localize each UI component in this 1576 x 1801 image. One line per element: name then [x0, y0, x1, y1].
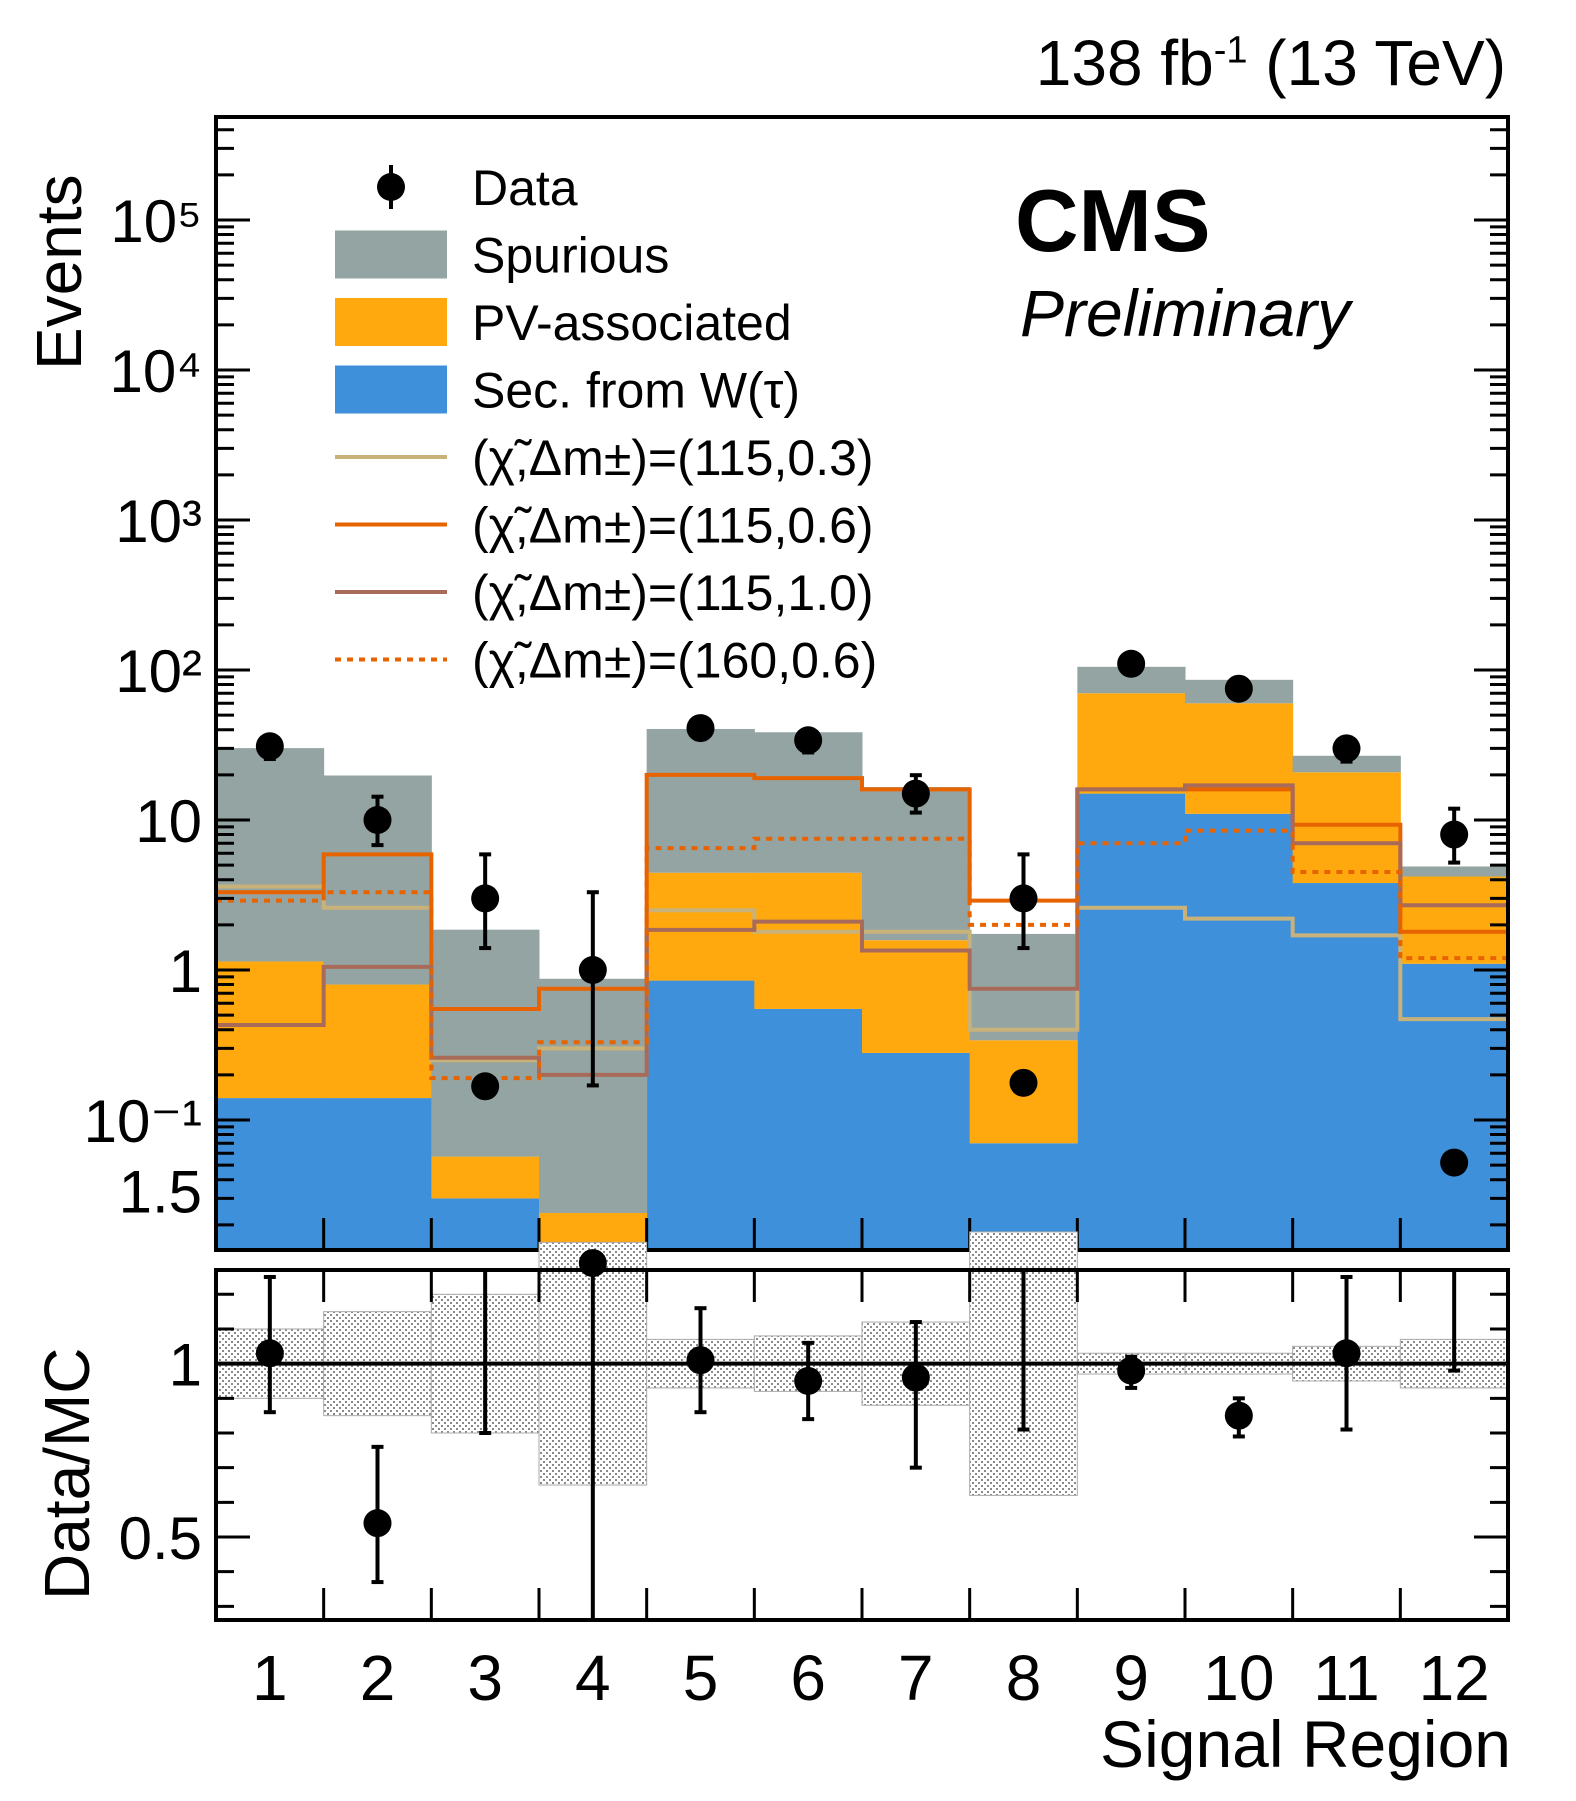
y-tick-label: 10²	[115, 638, 202, 705]
data-point	[901, 779, 930, 808]
ratio-point	[578, 1249, 607, 1278]
stack-bar	[1185, 813, 1294, 1250]
stack-bar	[1292, 883, 1401, 1250]
data-point	[794, 726, 823, 755]
ratio-point	[1332, 1339, 1361, 1368]
y-tick-label: 10⁵	[110, 188, 202, 255]
stack-bar	[754, 732, 863, 873]
ratio-point	[363, 1509, 392, 1538]
data-point	[471, 884, 500, 913]
x-tick-label: 8	[1006, 1642, 1042, 1714]
data-point	[363, 806, 392, 834]
x-tick-label: 5	[683, 1642, 719, 1714]
legend-label: (χ̃,Δm±)=(160,0.6)	[472, 633, 877, 689]
stack-bar	[216, 1098, 325, 1250]
stack-bar	[431, 1156, 540, 1199]
y-axis-title: Events	[23, 174, 95, 370]
ratio-y-tick-label: 1.5	[119, 1158, 202, 1225]
stack-bar	[1077, 693, 1186, 794]
stack-bar	[431, 1198, 540, 1250]
ratio-y-axis-title: Data/MC	[31, 1347, 103, 1601]
stack-bar	[323, 984, 432, 1099]
data-point	[1332, 734, 1361, 763]
y-tick-label: 10	[135, 788, 202, 855]
y-tick-label: 10⁴	[109, 338, 202, 405]
luminosity-label: 138 fb-1 (13 TeV)	[1035, 27, 1506, 99]
legend-label: (χ̃,Δm±)=(115,1.0)	[472, 565, 874, 621]
x-tick-label: 6	[790, 1642, 826, 1714]
experiment-label: CMS	[1015, 171, 1211, 270]
main-panel: 10⁻¹ 1 10 10² 10³ 10⁴ 10⁵	[84, 115, 1510, 1252]
ratio-point	[1224, 1401, 1253, 1430]
stack-bar	[1077, 793, 1186, 1250]
stack-bar	[216, 748, 325, 962]
legend-label: Data	[472, 160, 578, 216]
legend-label: Sec. from W(τ)	[472, 363, 800, 419]
stack-bar	[754, 872, 863, 1009]
legend-swatch	[335, 365, 447, 414]
stack-bar	[431, 929, 540, 1157]
stack-bar	[216, 961, 325, 1099]
signal-line	[216, 828, 1508, 1081]
x-axis-title: Signal Region	[1100, 1707, 1511, 1781]
ratio-point	[471, 1072, 500, 1101]
x-tick-label: 9	[1113, 1642, 1149, 1714]
ratio-y-tick-label: 0.5	[119, 1505, 202, 1572]
x-tick-label: 12	[1419, 1642, 1490, 1714]
legend-swatch	[335, 298, 447, 346]
data-point	[1224, 674, 1253, 703]
status-label: Preliminary	[1020, 276, 1351, 350]
y-tick-label: 1	[169, 938, 202, 1005]
stack-bar	[754, 1008, 863, 1250]
stack-bar	[1185, 703, 1294, 814]
legend: Data Spurious PV-associated Sec. from W(τ) (…	[335, 160, 877, 689]
stack-bar	[862, 1052, 971, 1250]
x-tick-label: 3	[467, 1642, 503, 1714]
stack-bar	[1292, 772, 1401, 884]
y-tick-label: 10⁻¹	[84, 1088, 202, 1155]
ratio-point	[1440, 1148, 1469, 1177]
ratio-point	[794, 1366, 823, 1395]
stack-bar	[323, 1098, 432, 1250]
legend-label: (χ̃,Δm±)=(115,0.6)	[472, 498, 874, 554]
x-tick-label: 4	[575, 1642, 611, 1714]
x-tick-label: 11	[1313, 1642, 1379, 1714]
legend-label: (χ̃,Δm±)=(115,0.3)	[472, 430, 874, 486]
stack-bar	[1400, 876, 1509, 964]
ratio-point	[1009, 1068, 1038, 1097]
stack-bar	[646, 728, 755, 873]
stack-bar	[646, 980, 755, 1250]
data-point	[255, 732, 284, 761]
data-point	[686, 714, 715, 743]
y-tick-label: 10³	[115, 488, 202, 555]
stack-bar	[1400, 866, 1509, 877]
stack-bar	[1292, 755, 1401, 773]
data-point	[1117, 649, 1146, 678]
legend-swatch	[335, 230, 447, 279]
ratio-point	[686, 1346, 715, 1375]
stack-bar	[862, 940, 971, 1053]
stack-spurious	[216, 666, 1509, 1213]
ratio-point	[1117, 1356, 1146, 1385]
ratio-panel: 0.511.51 2 3 4 5 6 7 8 9 10 11 12	[119, 1068, 1510, 1714]
data-point	[578, 956, 607, 984]
legend-data-marker	[377, 173, 405, 201]
x-tick-label: 2	[360, 1642, 396, 1714]
legend-label: Spurious	[472, 228, 669, 284]
ratio-point	[255, 1339, 284, 1368]
ratio-y-tick-label: 1	[169, 1332, 202, 1399]
legend-label: PV-associated	[472, 295, 792, 351]
data-point	[1009, 884, 1038, 913]
stack-sec-from-w-	[216, 793, 1509, 1250]
stack-bar	[646, 872, 755, 981]
ratio-point	[901, 1363, 930, 1392]
x-tick-label: 7	[898, 1642, 934, 1714]
x-tick-label: 1	[252, 1642, 288, 1714]
x-tick-label: 10	[1203, 1642, 1274, 1714]
stack-bar	[1400, 963, 1509, 1250]
data-point	[1440, 820, 1469, 849]
